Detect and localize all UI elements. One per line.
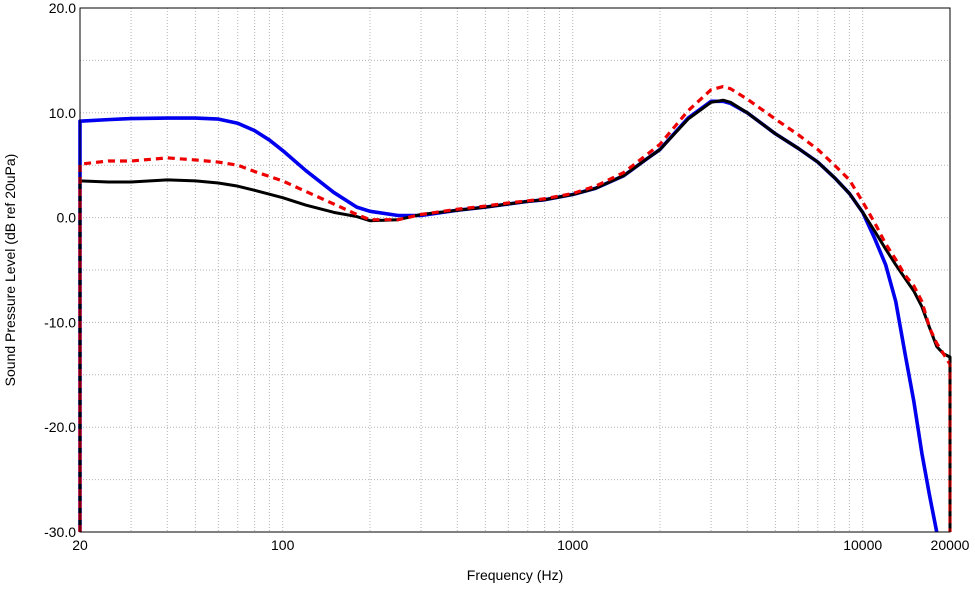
y-tick-label: 10.0	[49, 105, 76, 121]
y-tick-label: 0.0	[57, 210, 77, 226]
series-layer	[78, 85, 952, 533]
y-tick-label: -20.0	[44, 419, 76, 435]
x-tick-label: 1000	[557, 537, 588, 553]
series-line-2	[78, 98, 952, 532]
y-axis-title: Sound Pressure Level (dB ref 20uPa)	[2, 154, 18, 387]
x-tick-label: 10000	[843, 537, 882, 553]
y-tick-label: 20.0	[49, 0, 76, 16]
grid	[80, 8, 950, 532]
x-tick-label: 20	[72, 537, 88, 553]
x-tick-label: 100	[271, 537, 295, 553]
y-tick-label: -30.0	[44, 524, 76, 540]
y-tick-label: -10.0	[44, 314, 76, 330]
x-tick-label: 20000	[931, 537, 970, 553]
tick-labels: 20.0 10.0 0.0 -10.0 -20.0 -30.020 100 1000 10000…	[44, 0, 970, 553]
series-line-3	[78, 85, 952, 532]
plot-frame	[79, 7, 951, 533]
x-axis-title: Frequency (Hz)	[467, 567, 563, 583]
